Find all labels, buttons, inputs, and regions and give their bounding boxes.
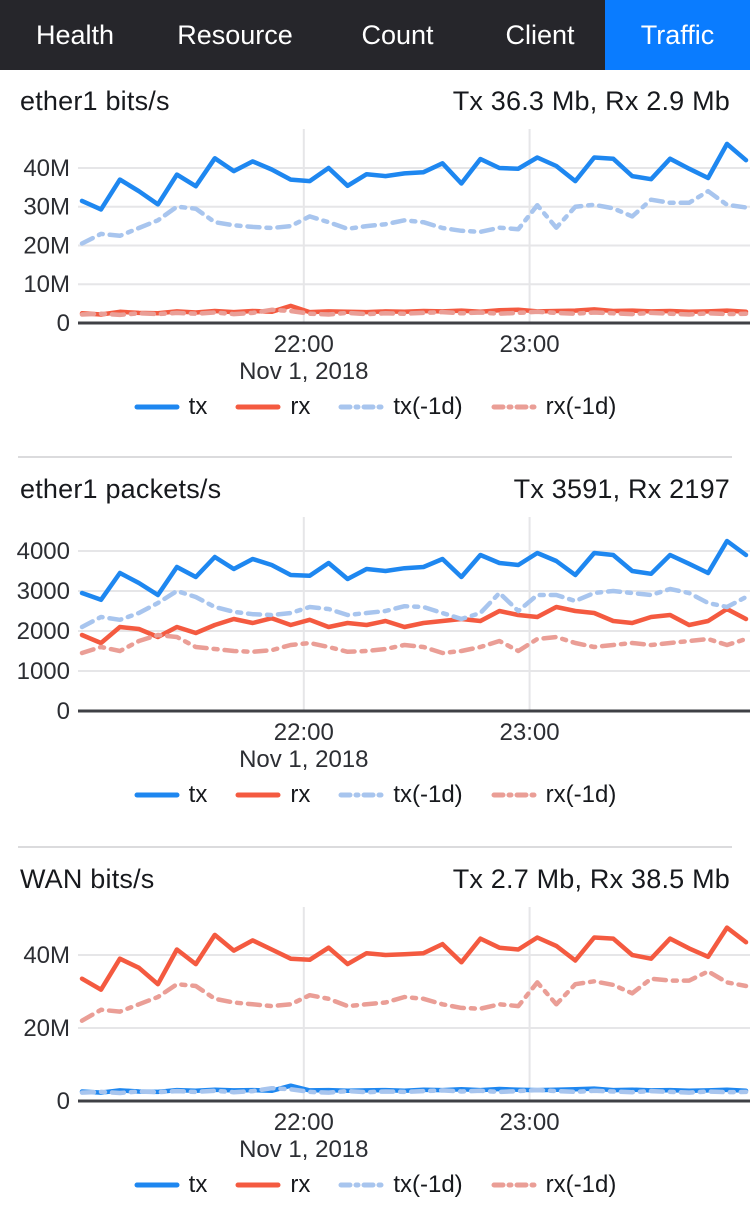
series-line-tx(-1d) <box>79 1085 749 1096</box>
series-line-tx(-1d) <box>79 188 749 246</box>
x-axis-tick-label: 23:00 <box>500 719 560 746</box>
tab-resource[interactable]: Resource <box>177 19 293 50</box>
legend-item-tx(-1d)[interactable]: tx(-1d) <box>338 1171 463 1199</box>
legend-swatch <box>235 792 281 798</box>
legend-swatch <box>235 404 281 410</box>
chart-legend: tx rx tx(-1d) rx(-1d) <box>0 391 750 423</box>
y-axis-tick-label: 10M <box>23 271 70 298</box>
legend-item-tx(-1d)[interactable]: tx(-1d) <box>338 781 463 809</box>
legend-label: rx <box>290 393 311 420</box>
legend-swatch <box>134 792 180 798</box>
x-axis-tick-label: 23:00 <box>500 1109 560 1136</box>
legend-swatch <box>235 1182 281 1188</box>
chart-title: ether1 bits/s <box>20 86 170 116</box>
series-line-tx <box>79 141 749 212</box>
legend-item-rx(-1d)[interactable]: rx(-1d) <box>491 1171 617 1199</box>
legend-label: tx(-1d) <box>393 781 463 808</box>
chart-title: WAN bits/s <box>20 864 155 894</box>
legend-label: tx(-1d) <box>393 393 463 420</box>
section-divider <box>18 456 732 458</box>
wan-bits-line-chart[interactable]: 0 20M 40M 22:00 23:00 Nov 1, 2018 <box>0 901 750 1163</box>
chart-section-ether1-bits: ether1 bits/s Tx 36.3 Mb, Rx 2.9 Mb 0 10M… <box>0 70 750 456</box>
y-axis-tick-label: 2000 <box>17 618 70 645</box>
y-axis-tick-label: 20M <box>23 1015 70 1042</box>
legend-label: rx(-1d) <box>545 393 617 420</box>
y-axis-tick-label: 40M <box>23 155 70 182</box>
date-label: Nov 1, 2018 <box>239 1136 368 1163</box>
chart-header: WAN bits/s Tx 2.7 Mb, Rx 38.5 Mb <box>0 848 750 899</box>
legend-item-tx[interactable]: tx <box>134 393 208 421</box>
series-line-rx <box>79 925 749 992</box>
legend-item-rx[interactable]: rx <box>235 393 310 421</box>
legend-item-rx(-1d)[interactable]: rx(-1d) <box>491 781 617 809</box>
tab-traffic[interactable]: Traffic <box>605 0 750 70</box>
chart-legend: tx rx tx(-1d) rx(-1d) <box>0 1169 750 1201</box>
legend-item-rx[interactable]: rx <box>235 1171 310 1199</box>
legend-swatch <box>134 404 180 410</box>
section-divider <box>18 846 732 848</box>
series-line-rx(-1d) <box>79 632 749 656</box>
legend-label: rx <box>290 1171 311 1198</box>
legend-swatch <box>134 1182 180 1188</box>
legend-item-rx(-1d)[interactable]: rx(-1d) <box>491 393 617 421</box>
x-axis-tick-label: 22:00 <box>274 331 334 358</box>
chart-header: ether1 bits/s Tx 36.3 Mb, Rx 2.9 Mb <box>0 70 750 121</box>
series-line-rx <box>79 604 749 646</box>
ether1-packets-line-chart[interactable]: 0 1000 2000 3000 4000 22:00 23:00 Nov 1, 2018 <box>0 511 750 773</box>
legend-label: tx <box>188 781 208 808</box>
x-axis-tick-label: 22:00 <box>274 1109 334 1136</box>
date-label: Nov 1, 2018 <box>239 358 368 385</box>
legend-swatch <box>338 404 384 410</box>
ether1-bits-line-chart[interactable]: 0 10M 20M 30M 40M 22:00 23:00 Nov 1, 2018 <box>0 123 750 385</box>
x-axis-tick-label: 22:00 <box>274 719 334 746</box>
tab-health[interactable]: Health <box>35 19 115 50</box>
series-line-tx <box>79 538 749 603</box>
legend-label: rx(-1d) <box>545 1171 617 1198</box>
chart-title: ether1 packets/s <box>20 474 222 504</box>
tab-bar: Health Resource Count Client Traffic <box>0 0 750 70</box>
chart-section-wan-bits: WAN bits/s Tx 2.7 Mb, Rx 38.5 Mb 0 20M 40M… <box>0 846 750 1216</box>
legend-swatch <box>491 792 537 798</box>
y-axis-tick-label: 4000 <box>17 538 70 565</box>
y-axis-tick-label: 0 <box>57 310 70 337</box>
date-label: Nov 1, 2018 <box>239 746 368 773</box>
tab-count[interactable]: Count <box>361 19 434 50</box>
legend-label: tx <box>188 1171 208 1198</box>
y-axis-tick-label: 0 <box>57 1088 70 1115</box>
chart-header: ether1 packets/s Tx 3591, Rx 2197 <box>0 458 750 509</box>
series-line-rx(-1d) <box>79 969 749 1023</box>
series-line-rx(-1d) <box>79 307 749 318</box>
chart-summary: Tx 2.7 Mb, Rx 38.5 Mb <box>452 864 730 894</box>
y-axis-tick-label: 3000 <box>17 578 70 605</box>
legend-label: rx <box>290 781 311 808</box>
y-axis-tick-label: 30M <box>23 194 70 221</box>
legend-label: tx <box>188 393 208 420</box>
series-line-tx(-1d) <box>79 586 749 630</box>
legend-swatch <box>338 792 384 798</box>
legend-item-tx[interactable]: tx <box>134 1171 208 1199</box>
legend-item-tx(-1d)[interactable]: tx(-1d) <box>338 393 463 421</box>
legend-swatch <box>338 1182 384 1188</box>
tab-client[interactable]: Client <box>505 19 575 50</box>
legend-item-tx[interactable]: tx <box>134 781 208 809</box>
chart-summary: Tx 3591, Rx 2197 <box>513 474 730 504</box>
x-axis-tick-label: 23:00 <box>500 331 560 358</box>
y-axis-tick-label: 20M <box>23 232 70 259</box>
legend-swatch <box>491 404 537 410</box>
chart-legend: tx rx tx(-1d) rx(-1d) <box>0 779 750 811</box>
y-axis-tick-label: 1000 <box>17 658 70 685</box>
y-axis-tick-label: 40M <box>23 942 70 969</box>
legend-label: tx(-1d) <box>393 1171 463 1198</box>
chart-section-ether1-packets: ether1 packets/s Tx 3591, Rx 2197 0 1000 2… <box>0 456 750 846</box>
legend-swatch <box>491 1182 537 1188</box>
legend-item-rx[interactable]: rx <box>235 781 310 809</box>
chart-summary: Tx 36.3 Mb, Rx 2.9 Mb <box>452 86 730 116</box>
legend-label: rx(-1d) <box>545 781 617 808</box>
y-axis-tick-label: 0 <box>57 698 70 725</box>
